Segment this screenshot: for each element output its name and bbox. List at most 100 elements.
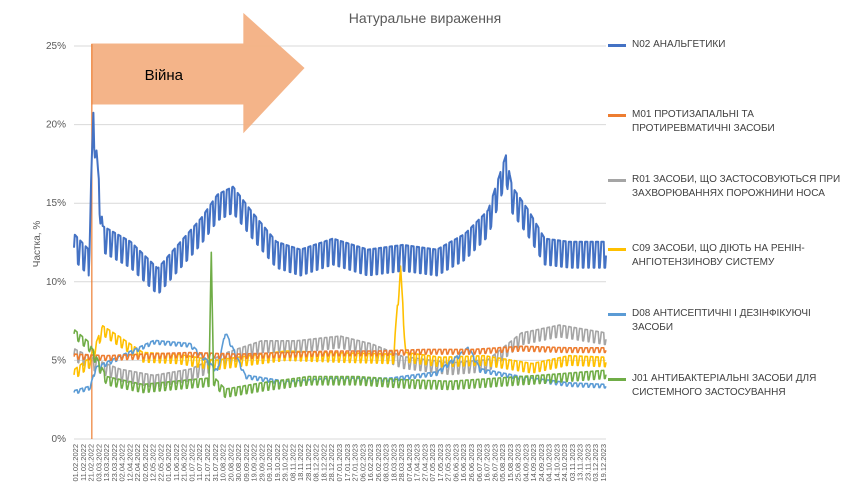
x-tick-label: 02.04.2022 xyxy=(118,444,127,482)
legend-item: N02 АНАЛЬГЕТИКИ xyxy=(608,38,846,52)
x-tick-label: 09.09.2022 xyxy=(242,444,251,482)
x-tick-label: 26.07.2023 xyxy=(490,444,499,482)
x-tick-label: 11.07.2022 xyxy=(195,444,204,481)
series-line xyxy=(73,345,607,362)
x-tick-label: 03.12.2023 xyxy=(591,444,600,482)
legend-label: N02 АНАЛЬГЕТИКИ xyxy=(632,39,726,50)
x-tick-label: 16.07.2023 xyxy=(483,444,492,482)
x-tick-label: 22.04.2022 xyxy=(133,444,142,482)
x-tick-label: 11.02.2022 xyxy=(79,444,88,481)
legend-swatch xyxy=(608,248,626,251)
x-tick-label: 15.08.2023 xyxy=(506,444,515,482)
gridlines xyxy=(74,45,606,440)
x-tick-label: 18.12.2022 xyxy=(319,444,328,482)
x-tick-label: 07.01.2023 xyxy=(335,444,344,482)
legend-label: C09 ЗАСОБИ, ЩО ДІЮТЬ НА РЕНІН-АНГІОТЕНЗИ… xyxy=(632,243,805,268)
x-tick-label: 04.09.2023 xyxy=(521,444,530,482)
x-tick-label: 19.10.2022 xyxy=(273,444,282,482)
x-tick-label: 10.08.2022 xyxy=(219,444,228,482)
y-axis-label: Частка, % xyxy=(32,221,43,268)
y-tick-label: 10% xyxy=(46,277,66,288)
y-tick-label: 20% xyxy=(46,120,66,131)
x-tick-label: 09.10.2022 xyxy=(265,444,274,482)
x-tick-label: 01.07.2022 xyxy=(187,444,196,482)
x-tick-label: 13.11.2023 xyxy=(576,444,585,481)
legend-item: J01 АНТИБАКТЕРІАЛЬНІ ЗАСОБИ ДЛЯ СИСТЕМНО… xyxy=(608,372,846,400)
x-tick-label: 30.08.2022 xyxy=(234,444,243,482)
x-tick-label: 19.09.2022 xyxy=(250,444,259,482)
legend-swatch xyxy=(608,313,626,316)
x-tick-label: 29.10.2022 xyxy=(281,444,290,482)
war-label: Війна xyxy=(145,67,184,84)
x-tick-label: 24.10.2023 xyxy=(560,444,569,482)
x-tick-label: 03.11.2023 xyxy=(568,444,577,481)
y-tick-label: 0% xyxy=(52,434,67,445)
x-tick-label: 16.02.2023 xyxy=(366,444,375,482)
war-annotation: Війна xyxy=(91,12,305,439)
legend-label: M01 ПРОТИЗАПАЛЬНІ ТА ПРОТИРЕВМАТИЧНІ ЗАС… xyxy=(632,109,775,134)
x-tick-label: 12.05.2022 xyxy=(149,444,158,482)
x-tick-label: 23.11.2023 xyxy=(583,444,592,481)
x-tick-label: 19.12.2023 xyxy=(599,444,608,482)
x-tick-label: 03.03.2022 xyxy=(94,444,103,482)
x-tick-label: 01.02.2022 xyxy=(71,444,80,482)
x-tick-label: 29.09.2022 xyxy=(257,444,266,482)
x-tick-label: 22.05.2022 xyxy=(156,444,165,482)
y-axis-ticks: 0% 5% 10% 15% 20% 25% xyxy=(46,41,66,445)
x-tick-label: 26.06.2023 xyxy=(467,444,476,482)
war-arrow xyxy=(91,12,305,134)
y-tick-label: 5% xyxy=(52,355,67,366)
x-axis-ticks: 01.02.202211.02.202221.02.202203.03.2022… xyxy=(71,444,608,482)
legend-item: D08 АНТИСЕПТИЧНІ І ДЕЗІНФІКУЮЧІ ЗАСОБИ xyxy=(608,307,846,335)
x-tick-label: 21.02.2022 xyxy=(87,444,96,482)
series-lines xyxy=(73,111,607,399)
legend-swatch xyxy=(608,378,626,381)
x-tick-label: 16.06.2023 xyxy=(459,444,468,482)
chart-title: Натуральне вираження xyxy=(349,10,501,26)
legend-item: M01 ПРОТИЗАПАЛЬНІ ТА ПРОТИРЕВМАТИЧНІ ЗАС… xyxy=(608,108,846,136)
y-tick-label: 15% xyxy=(46,198,66,209)
x-tick-label: 28.12.2022 xyxy=(327,444,336,482)
y-tick-label: 25% xyxy=(46,41,66,52)
x-tick-label: 11.06.2022 xyxy=(172,444,181,481)
x-tick-label: 14.09.2023 xyxy=(529,444,538,482)
x-tick-label: 25.08.2023 xyxy=(514,444,523,482)
x-tick-label: 28.11.2022 xyxy=(304,444,313,481)
x-tick-label: 21.06.2022 xyxy=(180,444,189,482)
x-tick-label: 13.03.2022 xyxy=(102,444,111,482)
x-tick-label: 18.11.2022 xyxy=(296,444,305,481)
x-tick-label: 21.07.2022 xyxy=(203,444,212,482)
x-tick-label: 23.03.2022 xyxy=(110,444,119,482)
x-tick-label: 06.07.2023 xyxy=(475,444,484,482)
x-tick-label: 17.04.2023 xyxy=(413,444,422,482)
legend-item: C09 ЗАСОБИ, ЩО ДІЮТЬ НА РЕНІН-АНГІОТЕНЗИ… xyxy=(608,242,846,270)
legend-label: D08 АНТИСЕПТИЧНІ І ДЕЗІНФІКУЮЧІ ЗАСОБИ xyxy=(632,308,811,333)
legend-label: J01 АНТИБАКТЕРІАЛЬНІ ЗАСОБИ ДЛЯ СИСТЕМНО… xyxy=(632,373,817,398)
x-tick-label: 17.01.2023 xyxy=(343,444,352,482)
series-line xyxy=(73,111,607,294)
x-tick-label: 24.09.2023 xyxy=(537,444,546,482)
series-line xyxy=(73,324,607,388)
legend-swatch xyxy=(608,114,626,117)
x-tick-label: 18.03.2023 xyxy=(389,444,398,482)
x-tick-label: 08.11.2022 xyxy=(288,444,297,481)
x-tick-label: 20.08.2022 xyxy=(226,444,235,482)
x-tick-label: 06.02.2023 xyxy=(358,444,367,482)
x-tick-label: 07.05.2023 xyxy=(428,444,437,482)
legend-item: R01 ЗАСОБИ, ЩО ЗАСТОСОВУЮТЬСЯ ПРИ ЗАХВОР… xyxy=(608,173,846,201)
x-tick-label: 08.12.2022 xyxy=(312,444,321,482)
x-tick-label: 26.02.2023 xyxy=(374,444,383,482)
x-tick-label: 27.01.2023 xyxy=(351,444,360,482)
x-tick-label: 06.06.2023 xyxy=(451,444,460,482)
x-tick-label: 04.10.2023 xyxy=(545,444,554,482)
legend-swatch xyxy=(608,179,626,182)
x-tick-label: 07.04.2023 xyxy=(405,444,414,482)
legend-label: R01 ЗАСОБИ, ЩО ЗАСТОСОВУЮТЬСЯ ПРИ ЗАХВОР… xyxy=(632,174,841,199)
x-tick-label: 27.04.2023 xyxy=(420,444,429,482)
legend-swatch xyxy=(608,44,626,47)
x-tick-label: 08.03.2023 xyxy=(382,444,391,482)
x-tick-label: 01.06.2022 xyxy=(164,444,173,482)
series-line xyxy=(73,251,607,399)
x-tick-label: 12.04.2022 xyxy=(125,444,134,482)
x-tick-label: 28.03.2023 xyxy=(397,444,406,482)
